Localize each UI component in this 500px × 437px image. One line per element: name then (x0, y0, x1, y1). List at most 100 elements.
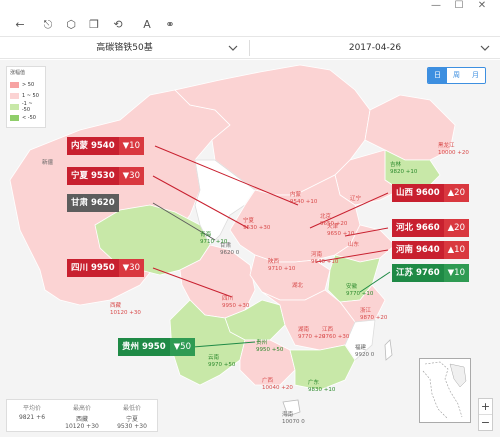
province-label: 陕西 9710 +10 (268, 259, 296, 272)
callout-name: 宁夏 9530 (67, 167, 119, 185)
province-label: 江西 9760 +30 (322, 327, 350, 340)
callout-delta: ▼10 (118, 137, 144, 155)
maximize-button[interactable]: ☐ (454, 0, 464, 11)
legend-label: < -50 (22, 114, 36, 121)
province-label: 四川 9950 +30 (222, 296, 250, 309)
zoom-in-button[interactable]: + (479, 400, 492, 415)
stat-label: 最高价 (72, 405, 91, 412)
stat-label: 最低价 (122, 405, 141, 412)
province-label: 湖南 9770 +20 (298, 327, 326, 340)
province-label: 青海 9710 +10 (200, 232, 228, 245)
region-taiwan (384, 339, 393, 361)
window-titlebar: — ☐ ✕ (0, 0, 500, 14)
province-label: 河南 9640 +10 (311, 252, 339, 265)
province-label: 北京 9650 +20 (320, 214, 348, 227)
province-label: 湖北 (292, 283, 304, 289)
link-icon[interactable]: ⚭ (165, 18, 175, 31)
callout-name: 四川 9950 (67, 259, 119, 277)
legend-label: > 50 (22, 81, 35, 88)
region-xinjiang-tibet (9, 89, 231, 306)
callout-delta: ▲20 (443, 219, 469, 237)
region-hainan (282, 399, 301, 417)
date-select-label: 2017-04-26 (348, 43, 402, 53)
callout-name: 江苏 9760 (392, 264, 444, 282)
chevron-down-icon[interactable] (479, 42, 491, 54)
province-label: 山东 (348, 242, 360, 248)
province-label: 吉林 9820 +10 (390, 162, 418, 175)
region-heilongjiang (364, 94, 456, 161)
callout-delta: ▼30 (118, 259, 144, 277)
province-label: 天津 9650 +10 (327, 224, 355, 237)
text-icon[interactable]: A (143, 18, 151, 31)
province-label: 内蒙 9540 +10 (290, 192, 318, 205)
callout-delta: ▼50 (169, 338, 195, 356)
legend: 涨幅值 > 50 1 ~ 50 -1 ~ -50 < -50 (6, 66, 46, 128)
chevron-down-icon[interactable] (227, 42, 239, 54)
province-label: 福建 9920 0 (355, 345, 375, 358)
zoom-control: + − (478, 398, 493, 431)
province-label: 广西 10040 +20 (262, 378, 293, 391)
province-label: 云南 9970 +50 (208, 355, 236, 368)
back-arrow-icon[interactable]: ← (15, 18, 25, 31)
tab-week[interactable]: 周 (447, 68, 466, 83)
period-toggle: 日 周 月 (427, 67, 486, 84)
province-label: 辽宁 (350, 196, 362, 202)
callout-connectors (152, 145, 389, 298)
province-label: 西藏 10120 +30 (110, 303, 141, 316)
date-select[interactable]: 2017-04-26 (250, 37, 500, 59)
province-label: 安徽 9770 +10 (346, 284, 374, 297)
callout-0[interactable]: 内蒙 9540 ▼10 (67, 137, 144, 155)
callout-4[interactable]: 贵州 9950 ▼50 (118, 338, 195, 356)
province-label: 广东 9830 +10 (308, 380, 336, 393)
callout-delta: ▼10 (443, 264, 469, 282)
stat-value: 9821 +6 (18, 414, 46, 421)
callout-name: 河北 9660 (392, 219, 444, 237)
product-select[interactable]: 高碳铬铁50基 (0, 37, 249, 59)
zoom-out-button[interactable]: − (480, 416, 491, 429)
callout-2[interactable]: 甘肃 9620 (67, 194, 119, 212)
close-button[interactable]: ✕ (477, 0, 487, 11)
header-divider (249, 40, 250, 56)
callout-5[interactable]: 山西 9600 ▲20 (392, 184, 469, 202)
stat-sub: 西藏 (75, 416, 88, 423)
legend-item: -1 ~ -50 (10, 100, 42, 113)
callout-name: 山西 9600 (392, 184, 444, 202)
callout-8[interactable]: 江苏 9760 ▼10 (392, 264, 469, 282)
callout-6[interactable]: 河北 9660 ▲20 (392, 219, 469, 237)
selector-header: 高碳铬铁50基 2017-04-26 (0, 36, 500, 59)
callout-delta: ▼30 (118, 167, 144, 185)
province-label: 新疆 (42, 160, 54, 166)
callout-delta: ▲20 (443, 184, 469, 202)
china-price-map[interactable] (0, 60, 500, 437)
copy-icon[interactable]: ❐ (89, 18, 99, 31)
stat-average: 平均价 9821 +6 (7, 400, 57, 431)
callout-7[interactable]: 河南 9640 ▲10 (392, 241, 469, 259)
legend-title: 涨幅值 (10, 70, 26, 76)
legend-item: < -50 (10, 112, 42, 123)
province-label: 贵州 9950 +50 (256, 340, 284, 353)
cube-icon[interactable]: ⬡ (66, 18, 76, 31)
tab-day[interactable]: 日 (428, 68, 447, 83)
legend-swatch (10, 92, 19, 99)
province-label: 海南 10070 0 (282, 412, 305, 425)
callout-delta: ▲10 (443, 241, 469, 259)
legend-item: 1 ~ 50 (10, 90, 42, 101)
share-icon[interactable]: ⎋ (43, 18, 53, 31)
legend-label: -1 ~ -50 (21, 100, 33, 113)
inset-map (422, 361, 467, 420)
callout-3[interactable]: 四川 9950 ▼30 (67, 259, 144, 277)
legend-swatch (10, 81, 19, 88)
map-area: 黑龙江 10000 +20 吉林 9820 +10 内蒙 9540 +10 新疆 宁夏 … (0, 60, 500, 437)
tab-month[interactable]: 月 (466, 68, 485, 83)
callout-name: 甘肃 9620 (67, 194, 119, 212)
south-china-sea-inset (419, 358, 471, 423)
stat-min: 最低价 宁夏 9530 +30 (107, 400, 157, 431)
stat-max: 最高价 西藏 10120 +30 (57, 400, 107, 431)
minimize-button[interactable]: — (431, 0, 441, 11)
province-label: 宁夏 9530 +30 (243, 218, 271, 231)
price-stats: 平均价 9821 +6 最高价 西藏 10120 +30 最低价 宁夏 9530… (6, 399, 158, 432)
province-label: 甘肃 9620 0 (220, 243, 240, 256)
callout-1[interactable]: 宁夏 9530 ▼30 (67, 167, 144, 185)
refresh-icon[interactable]: ⟲ (113, 18, 123, 31)
legend-item: > 50 (10, 79, 42, 90)
